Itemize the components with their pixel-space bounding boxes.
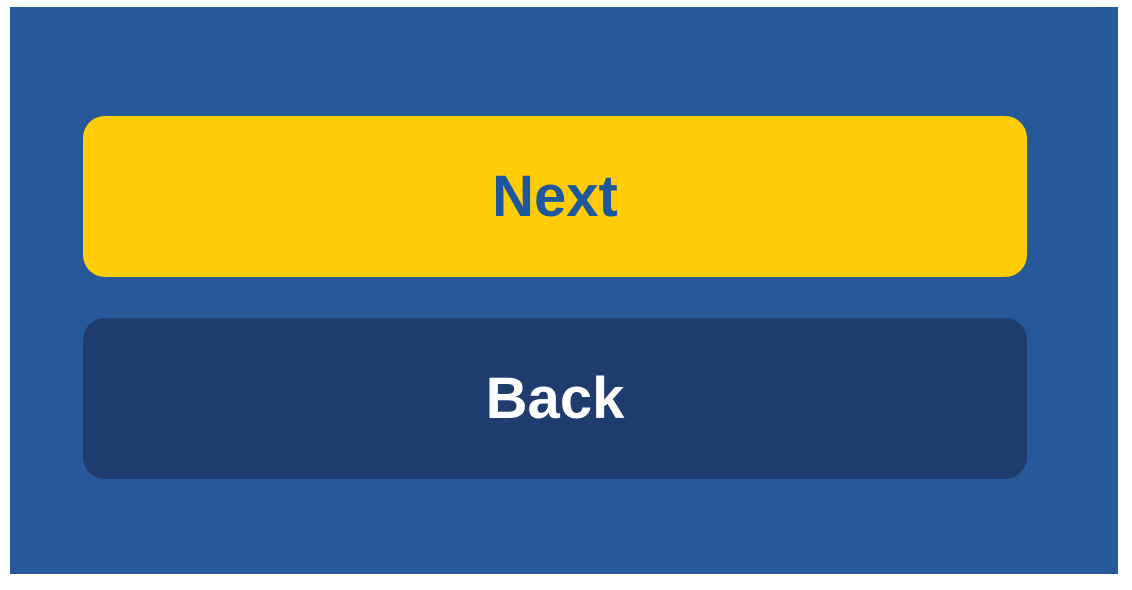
navigation-panel: Next Back	[10, 7, 1118, 574]
next-button[interactable]: Next	[83, 116, 1027, 277]
next-button-label: Next	[492, 164, 618, 229]
back-button[interactable]: Back	[83, 318, 1027, 479]
back-button-label: Back	[485, 366, 625, 431]
